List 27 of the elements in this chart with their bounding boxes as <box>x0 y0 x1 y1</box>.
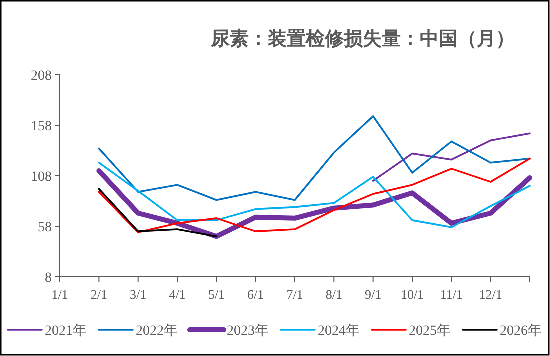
legend-label: 2025年 <box>409 323 451 339</box>
x-tick-label: 7/1 <box>286 287 304 302</box>
legend-label: 2022年 <box>136 323 178 339</box>
x-tick-label: 8/1 <box>326 287 342 302</box>
x-tick-label: 6/1 <box>248 287 264 302</box>
x-tick-label: 3/1 <box>130 287 147 302</box>
y-tick-label: 208 <box>31 69 52 84</box>
x-tick-label: 10/1 <box>400 287 424 302</box>
x-tick-label: 2/1 <box>90 287 108 302</box>
x-tick-label: 12/1 <box>479 287 502 302</box>
y-tick-label: 58 <box>38 220 52 236</box>
legend-label: 2024年 <box>318 323 360 339</box>
y-tick-label: 108 <box>31 170 52 185</box>
chart-title: 尿素：装置检修损失量：中国（月） <box>210 28 515 50</box>
y-tick-label: 158 <box>31 120 52 134</box>
line-series <box>372 132 531 182</box>
line-series <box>98 116 531 202</box>
x-tick-label: 4/1 <box>169 287 186 302</box>
y-tick-label: 8 <box>45 271 52 286</box>
x-tick-label: 11/1 <box>440 287 463 302</box>
legend-label: 2026年 <box>500 323 542 339</box>
x-tick-label: 1/1 <box>52 287 68 302</box>
legend-label: 2021年 <box>45 323 87 339</box>
x-tick-label: 9/1 <box>365 287 382 302</box>
x-tick-label: 5/1 <box>208 287 225 302</box>
legend-label: 2023年 <box>227 323 269 339</box>
line-series <box>98 188 218 238</box>
